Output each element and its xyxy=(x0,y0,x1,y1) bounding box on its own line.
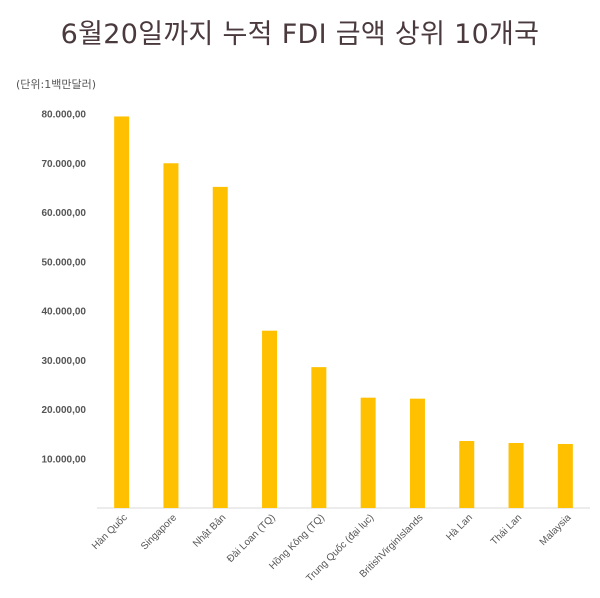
y-tick-label: 20.000,00 xyxy=(42,405,87,416)
bar xyxy=(360,397,376,508)
bar xyxy=(163,163,179,508)
x-tick-label: Hàn Quốc xyxy=(89,512,129,552)
y-tick-label: 10.000,00 xyxy=(42,454,87,465)
x-tick-label: Đài Loan (TQ) xyxy=(225,512,278,565)
y-tick-label: 70.000,00 xyxy=(42,159,87,170)
y-tick-label: 60.000,00 xyxy=(42,208,87,219)
x-tick-label: Thái Lan xyxy=(489,512,524,547)
x-tick-label: Hà Lan xyxy=(444,512,475,543)
x-tick-label: Malaysia xyxy=(538,512,574,548)
x-tick-label: Singapore xyxy=(139,512,179,552)
bar xyxy=(409,398,425,508)
chart-title: 6월20일까지 누적 FDI 금액 상위 10개국 xyxy=(60,19,540,50)
bar xyxy=(114,116,130,509)
x-tick-label: Nhật Bản xyxy=(191,512,228,549)
bar xyxy=(459,441,475,508)
bar xyxy=(212,186,228,508)
unit-label: (단위:1백만달러) xyxy=(16,78,97,91)
y-tick-label: 80.000,00 xyxy=(42,110,87,121)
bar xyxy=(557,443,573,508)
bar xyxy=(508,442,524,508)
y-tick-label: 30.000,00 xyxy=(42,356,87,367)
bar xyxy=(262,330,278,508)
bar xyxy=(311,367,327,508)
y-tick-label: 50.000,00 xyxy=(42,257,87,268)
y-tick-label: 40.000,00 xyxy=(42,307,87,318)
